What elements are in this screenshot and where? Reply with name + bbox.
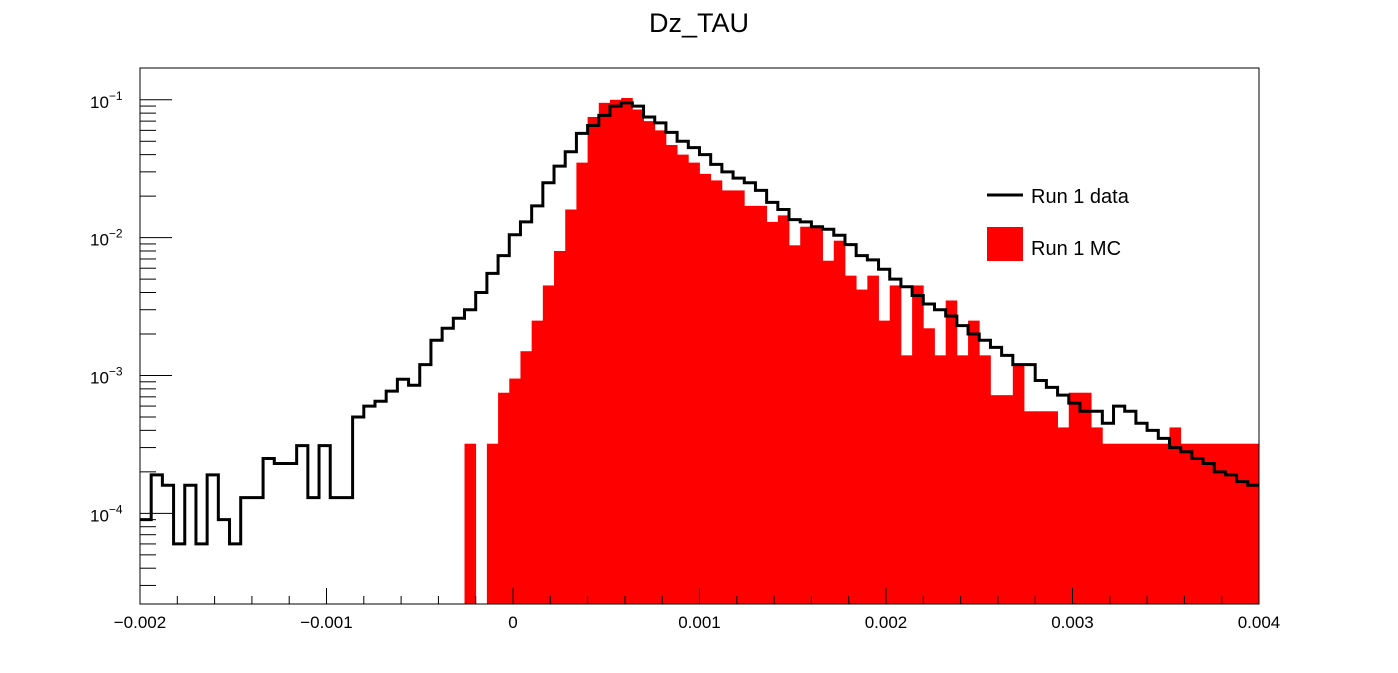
mc-bar xyxy=(1147,443,1159,604)
mc-bar xyxy=(934,355,947,604)
mc-bar xyxy=(598,102,611,604)
mc-bar xyxy=(576,162,588,604)
y-tick-label: 10−3 xyxy=(90,364,123,387)
mc-bar xyxy=(654,130,667,604)
mc-bar xyxy=(956,355,969,604)
mc-bar xyxy=(565,209,577,604)
mc-bar xyxy=(822,260,835,604)
mc-bar xyxy=(1225,443,1238,604)
mc-bar xyxy=(1203,443,1215,604)
mc-bar xyxy=(486,443,499,604)
mc-bar xyxy=(889,285,902,604)
chart-title: Dz_TAU xyxy=(649,8,749,38)
mc-bar xyxy=(968,320,980,604)
mc-bar xyxy=(1079,392,1092,604)
legend-label-mc: Run 1 MC xyxy=(1031,238,1121,260)
legend-fill-swatch xyxy=(987,227,1023,261)
mc-bar xyxy=(1169,427,1182,604)
legend-label-data: Run 1 data xyxy=(1031,186,1130,208)
mc-bar xyxy=(811,226,823,605)
mc-bar xyxy=(1236,443,1249,604)
x-tick-label: 0 xyxy=(508,613,517,632)
y-tick-labels: 10−1 10−2 10−3 10−4 xyxy=(90,89,123,526)
y-tick-label: 10−2 xyxy=(90,227,123,250)
mc-bar xyxy=(1124,443,1137,604)
mc-bar xyxy=(833,240,846,604)
mc-bar xyxy=(755,205,768,605)
mc-bar xyxy=(509,378,521,604)
mc-bar xyxy=(744,205,756,605)
x-tick-label: −0.002 xyxy=(114,613,166,632)
mc-bar xyxy=(912,285,924,604)
mc-bar xyxy=(1191,443,1204,604)
mc-bar xyxy=(867,275,879,604)
mc-bar xyxy=(1102,443,1114,604)
mc-bar xyxy=(520,351,533,604)
x-tick-label: 0.004 xyxy=(1238,613,1281,632)
mc-histogram-bars xyxy=(464,97,1260,605)
mc-bar xyxy=(1180,443,1193,604)
mc-bar xyxy=(979,355,991,604)
mc-bar xyxy=(554,250,566,604)
mc-bar xyxy=(464,443,477,604)
mc-bar xyxy=(621,97,633,605)
mc-bar xyxy=(665,144,678,604)
mc-bar xyxy=(1247,443,1260,604)
mc-bar xyxy=(498,392,510,604)
mc-bar xyxy=(1214,443,1226,604)
mc-bar xyxy=(721,190,734,604)
x-tick-label: 0.003 xyxy=(1051,613,1094,632)
mc-bar xyxy=(777,215,790,605)
mc-bar xyxy=(1024,411,1036,604)
x-tick-label: 0.002 xyxy=(865,613,908,632)
x-tick-label: 0.001 xyxy=(678,613,721,632)
mc-bar xyxy=(923,328,935,604)
mc-bar xyxy=(856,289,868,604)
mc-bar xyxy=(710,180,723,604)
mc-bar xyxy=(587,116,600,604)
data-histogram-line xyxy=(140,101,1259,546)
mc-bar xyxy=(1135,443,1148,604)
mc-bar xyxy=(688,162,700,604)
x-tick-label: −0.001 xyxy=(300,613,352,632)
x-tick-labels: −0.002 −0.001 0 0.001 0.002 0.003 0.004 xyxy=(114,613,1281,632)
mc-bar xyxy=(1158,443,1170,604)
mc-bar xyxy=(643,121,656,604)
mc-bar xyxy=(900,355,913,604)
y-tick-label: 10−1 xyxy=(90,89,123,112)
mc-bar xyxy=(800,226,812,605)
mc-bar xyxy=(632,109,644,604)
mc-bar xyxy=(990,395,1003,604)
mc-bar xyxy=(844,275,857,604)
mc-bar xyxy=(699,173,712,604)
mc-bar xyxy=(733,190,745,604)
legend: Run 1 data Run 1 MC xyxy=(987,186,1130,261)
mc-bar xyxy=(1035,411,1047,604)
mc-bar xyxy=(945,300,958,604)
mc-bar xyxy=(677,154,689,605)
mc-bar xyxy=(1113,443,1126,604)
mc-bar xyxy=(766,221,779,604)
mc-bar xyxy=(878,320,891,604)
mc-bar xyxy=(789,245,801,604)
mc-bar xyxy=(1091,427,1103,604)
mc-bar xyxy=(531,320,544,604)
mc-bar xyxy=(1046,411,1058,604)
axis-ticks xyxy=(139,99,1260,604)
mc-bar xyxy=(1001,395,1014,604)
mc-bar xyxy=(1012,364,1025,604)
mc-bar xyxy=(1057,427,1070,604)
mc-bar xyxy=(542,285,555,604)
mc-bar xyxy=(609,99,622,604)
y-tick-label: 10−4 xyxy=(90,502,123,525)
mc-bar xyxy=(1068,392,1081,604)
